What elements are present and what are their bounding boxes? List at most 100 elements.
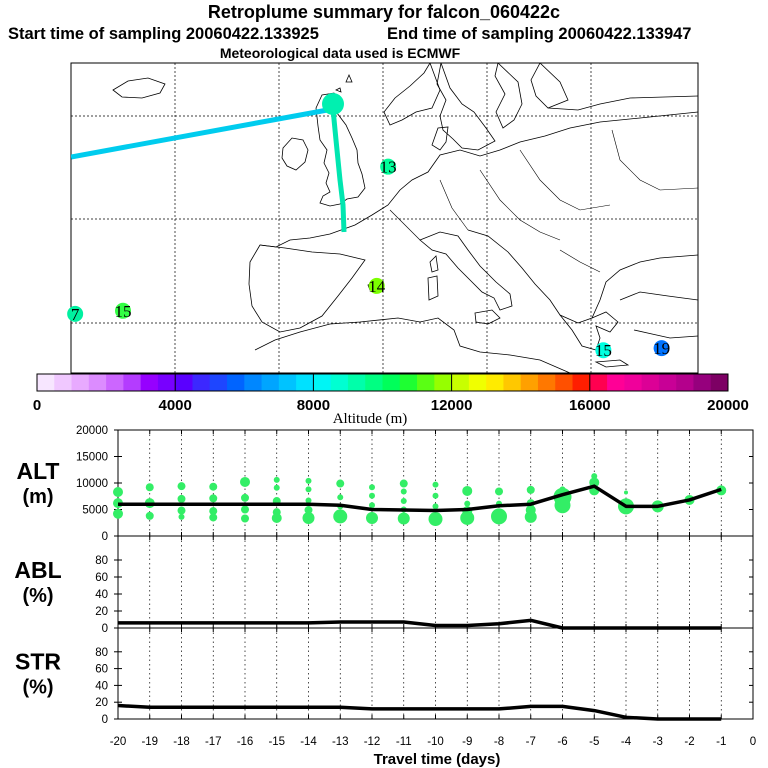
- altitude-cluster-point: [145, 483, 154, 492]
- altitude-cluster-point: [273, 484, 280, 491]
- y-tick-label: 10000: [76, 478, 108, 490]
- colorbar-cell: [347, 374, 366, 391]
- panel-units: (m): [22, 486, 53, 508]
- altitude-cluster-point: [495, 487, 503, 496]
- colorbar-cell: [140, 374, 159, 391]
- plume-marker: [67, 305, 84, 322]
- y-tick-label: 60: [95, 664, 108, 676]
- plume-label: 15: [595, 341, 612, 360]
- altitude-cluster-point: [113, 487, 123, 498]
- y-tick-label: 20000: [76, 425, 108, 437]
- colorbar-tick-label: 16000: [569, 397, 611, 414]
- altitude-cluster-point: [369, 502, 375, 509]
- plume-label: 14: [368, 277, 386, 296]
- altitude-cluster-point: [271, 512, 282, 523]
- x-tick-label: -10: [427, 736, 444, 748]
- plume-marker: [595, 342, 612, 359]
- colorbar-cell: [589, 374, 608, 391]
- plume-marker: [368, 277, 385, 294]
- plume-label: 13: [380, 158, 397, 177]
- end-time-label: End time of sampling 20060422.133947: [387, 25, 692, 43]
- colorbar-cell: [451, 374, 470, 391]
- colorbar-cell: [607, 374, 625, 391]
- colorbar-cell: [520, 374, 539, 391]
- altitude-cluster-point: [305, 477, 312, 484]
- x-tick-label: -12: [364, 736, 381, 748]
- panel-units: (%): [22, 677, 53, 699]
- plume-label: 15: [114, 302, 131, 321]
- colorbar-tick-label: 20000: [707, 397, 749, 414]
- y-tick-label: 15000: [76, 452, 108, 464]
- colorbar-cell: [624, 374, 643, 391]
- altitude-cluster-point: [526, 485, 535, 494]
- altitude-cluster-point: [305, 497, 312, 504]
- altitude-cluster-point: [209, 494, 218, 503]
- colorbar-cell: [676, 374, 694, 391]
- start-time-label: Start time of sampling 20060422.133925: [8, 25, 319, 43]
- time-series-panels: 05000100001500020000ALT(m)020406080ABL(%…: [14, 425, 756, 768]
- x-tick-label: -8: [494, 736, 504, 748]
- altitude-cluster-point: [432, 481, 439, 488]
- altitude-cluster-point: [337, 494, 344, 501]
- colorbar-frame: [36, 373, 729, 392]
- altitude-cluster-point: [432, 492, 439, 499]
- altitude-cluster-point: [428, 512, 443, 527]
- x-tick-label: -18: [173, 736, 190, 748]
- altitude-cluster-point: [369, 484, 375, 491]
- altitude-colorbar: 0 4000 8000 12000 16000 20000 Altitude (m): [33, 373, 749, 427]
- x-tick-label: -2: [684, 736, 694, 748]
- colorbar-cell: [434, 374, 453, 391]
- altitude-cluster-point: [366, 511, 378, 524]
- colorbar-cells: [37, 374, 729, 391]
- x-tick-label: -11: [396, 736, 412, 748]
- altitude-cluster-point: [113, 508, 123, 519]
- x-tick-label: -16: [237, 736, 254, 748]
- colorbar-tick-label: 0: [33, 397, 41, 414]
- colorbar-cell: [555, 374, 574, 391]
- altitude-cluster-point: [241, 493, 249, 502]
- plume-labels: 13 14 7 15 15 19: [67, 158, 670, 360]
- colorbar-cell: [641, 374, 660, 391]
- colorbar-cell: [175, 374, 193, 391]
- colorbar-cell: [209, 374, 228, 391]
- altitude-cluster-point: [177, 506, 186, 515]
- colorbar-cell: [157, 374, 176, 391]
- altitude-cluster-point: [209, 507, 218, 516]
- altitude-cluster-point: [178, 513, 185, 520]
- plume-label: 7: [71, 305, 80, 324]
- altitude-cluster-point: [399, 479, 408, 488]
- panel-units: (%): [22, 585, 53, 607]
- colorbar-cell: [330, 374, 349, 391]
- colorbar-cell: [278, 374, 297, 391]
- colorbar-cell: [693, 374, 712, 391]
- plume-blob-north: [322, 93, 344, 115]
- altitude-cluster-point: [432, 503, 439, 510]
- x-axis-label: Travel time (days): [374, 751, 501, 768]
- x-tick-label: 0: [750, 736, 756, 748]
- altitude-cluster-point: [462, 485, 473, 496]
- colorbar-cell: [710, 374, 729, 391]
- europe-map: 13 14 7 15 15 19: [67, 62, 699, 374]
- y-tick-label: 0: [102, 623, 108, 635]
- x-tick-label: -7: [526, 736, 536, 748]
- graticule: [71, 63, 698, 373]
- altitude-cluster-point: [397, 512, 410, 525]
- x-tick-label: -20: [110, 736, 127, 748]
- colorbar-cell: [123, 374, 142, 391]
- colorbar-cell: [503, 374, 522, 391]
- map-frame: [70, 62, 699, 374]
- colorbar-tick-label: 8000: [297, 397, 330, 414]
- y-tick-label: 80: [95, 647, 108, 659]
- colorbar-cell: [365, 374, 383, 391]
- x-tick-label: -14: [300, 736, 317, 748]
- colorbar-cell: [382, 374, 401, 391]
- plume-marker: [653, 340, 670, 357]
- x-tick-label: -3: [653, 736, 663, 748]
- x-tick-label: -19: [141, 736, 158, 748]
- colorbar-ticks: 0 4000 8000 12000 16000 20000: [33, 374, 749, 414]
- y-tick-label: 40: [95, 680, 108, 692]
- altitude-cluster-point: [145, 511, 154, 520]
- colorbar-cell: [106, 374, 124, 391]
- altitude-cluster-point: [589, 477, 600, 488]
